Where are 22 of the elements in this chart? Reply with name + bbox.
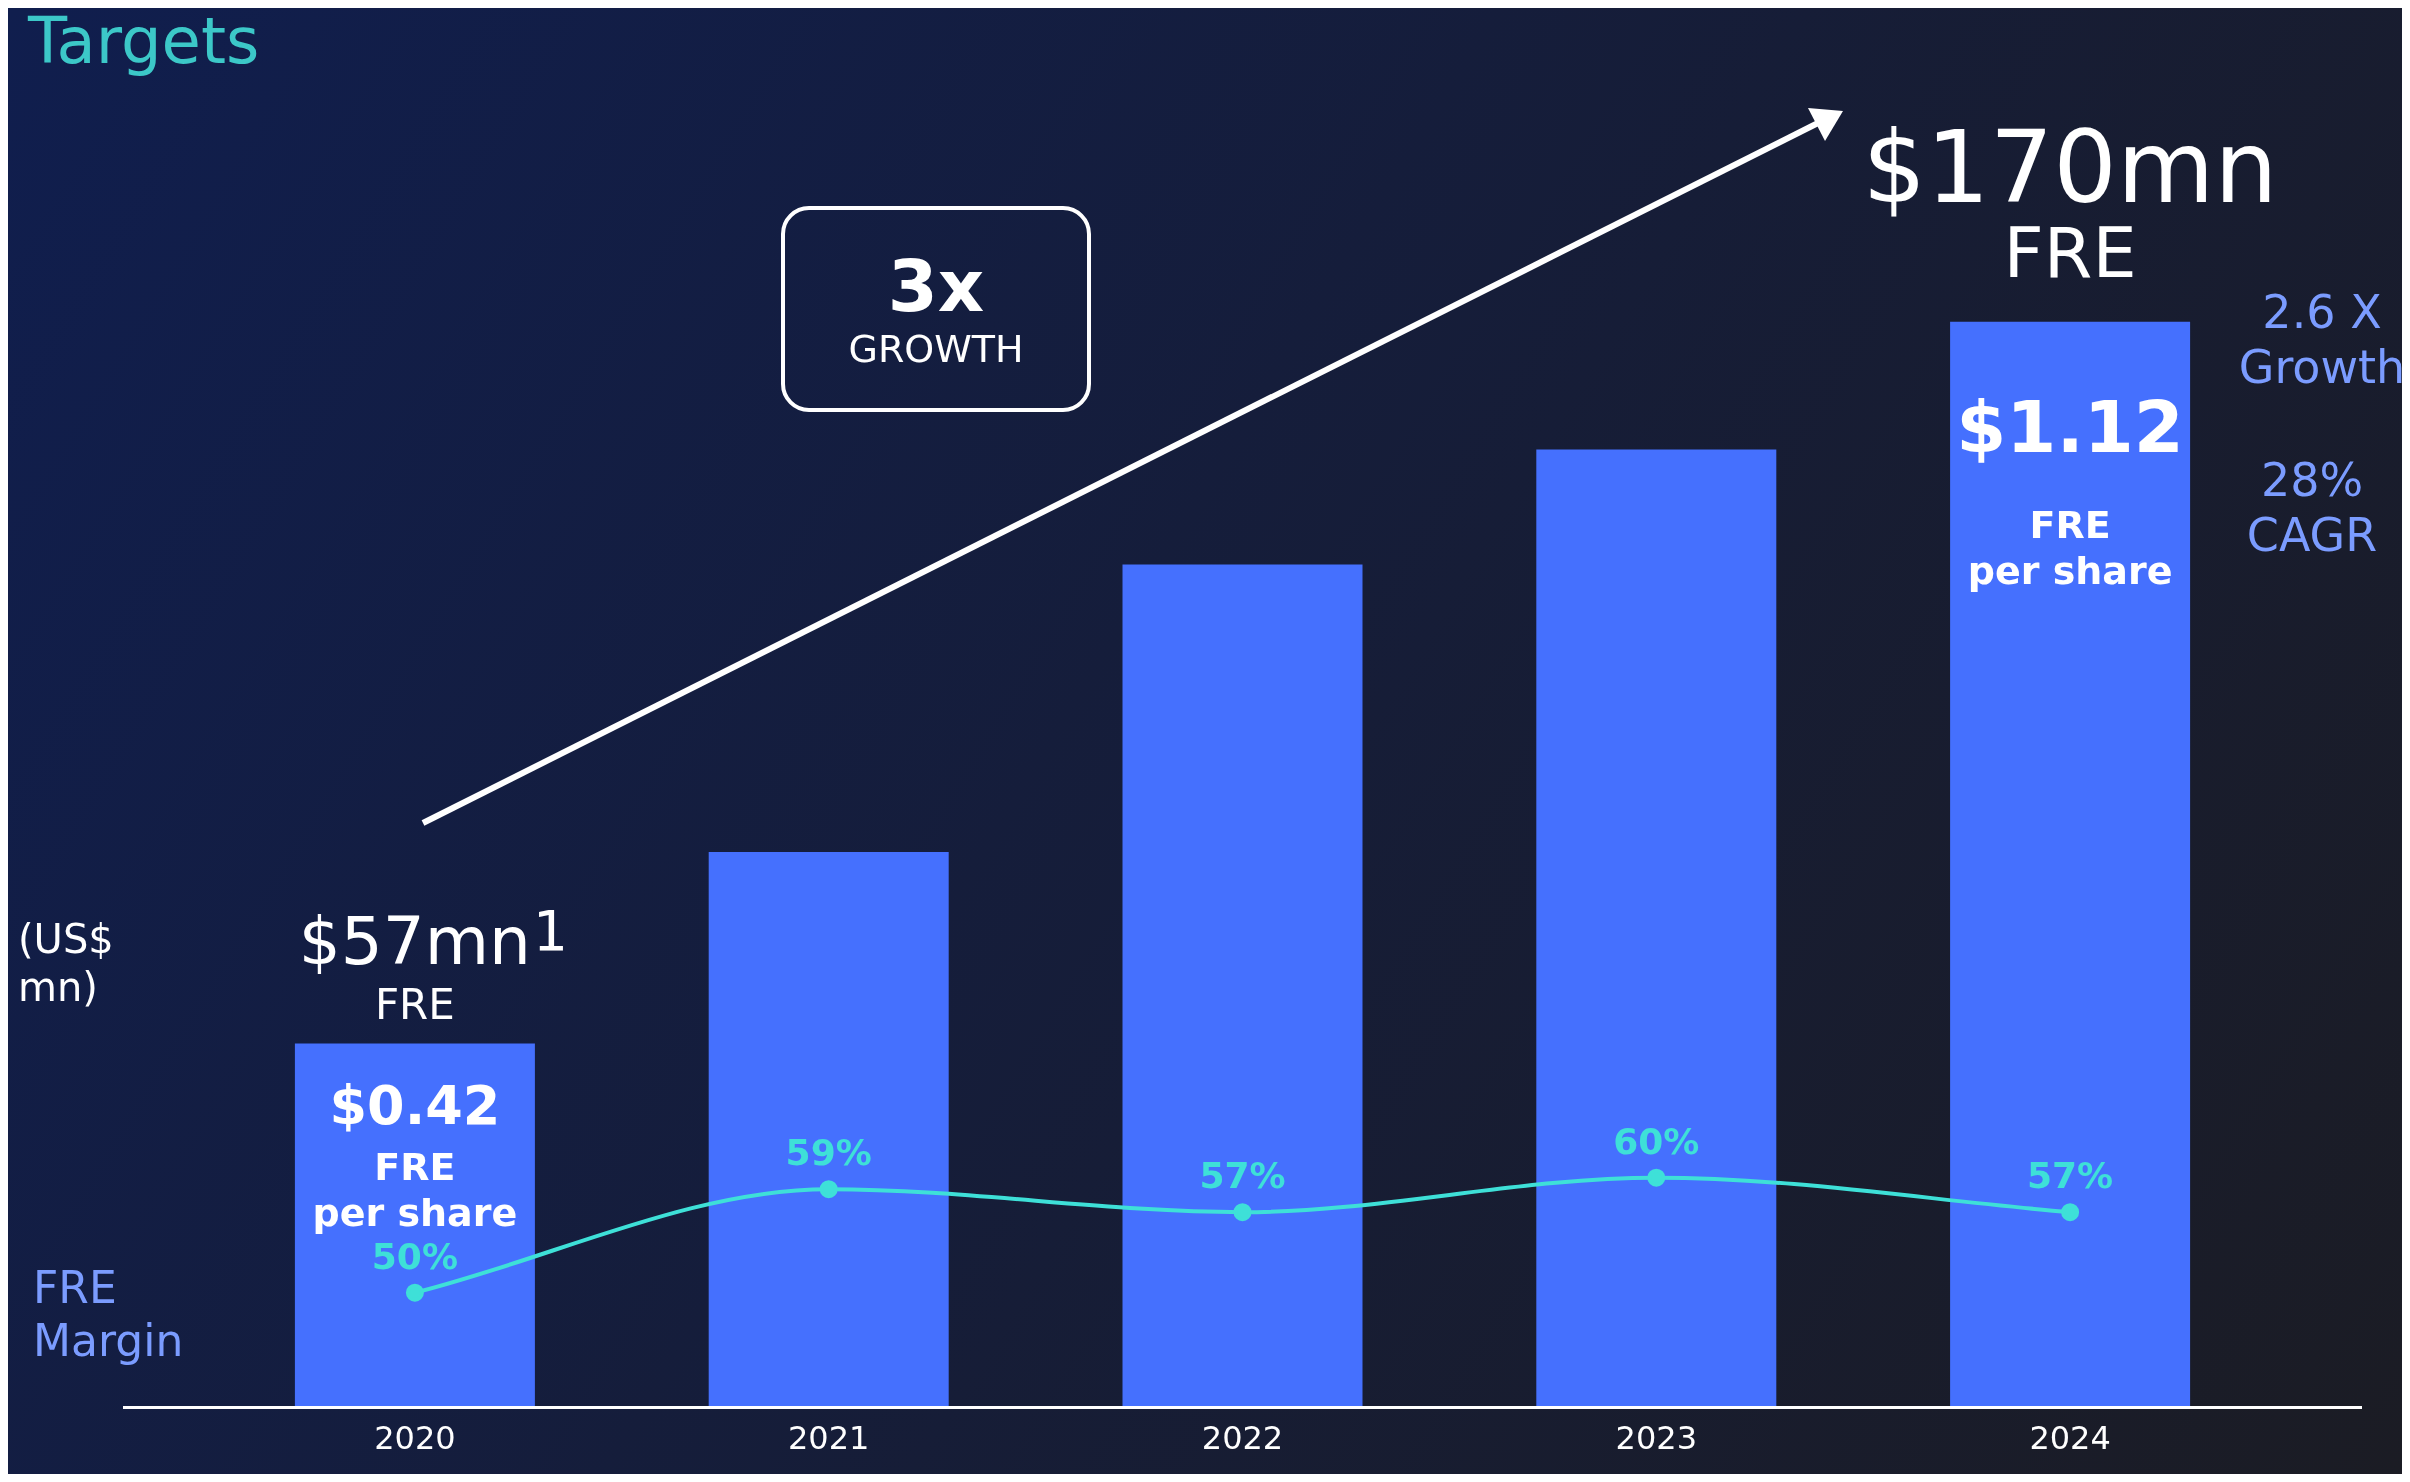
data-label: 59% (785, 1132, 872, 1174)
annotation: 2.6 X Growth (2238, 285, 2406, 395)
data-label: 57% (2027, 1155, 2114, 1197)
annotation: 3x GROWTH (847, 244, 1025, 371)
x-tick-label: 2024 (2029, 1419, 2111, 1458)
data-label: 57% (1199, 1155, 1286, 1197)
data-label: 50% (371, 1235, 458, 1277)
x-tick-label: 2020 (374, 1419, 456, 1458)
annotation: FRE Margin (33, 1262, 184, 1366)
rounded-box: 3x GROWTH (781, 206, 1091, 412)
annotation: 1 (532, 898, 568, 963)
annotation: FRE (374, 979, 455, 1029)
text: (US$ mn) (18, 916, 114, 1010)
x-tick-label: 2023 (1615, 1419, 1698, 1458)
annotation: $0.42 FRE per share (312, 1073, 518, 1235)
chart-title: Targets (27, 3, 260, 78)
data-label: $57mn (298, 902, 531, 980)
annotation: $1.12 FRE per share (1956, 384, 2184, 593)
x-tick-label: 2022 (1201, 1419, 1284, 1458)
data-label: 60% (1613, 1120, 1700, 1162)
annotation: 28% CAGR (2246, 453, 2378, 563)
x-tick-label: 2021 (787, 1419, 870, 1458)
